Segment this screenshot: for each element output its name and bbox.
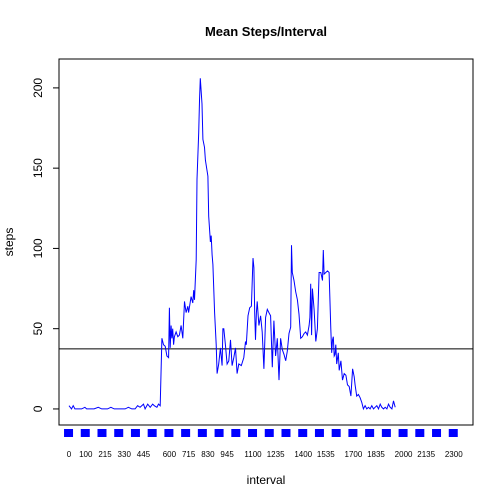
rug-mark xyxy=(281,429,291,437)
rug-mark xyxy=(130,429,140,437)
x-tick-label: 1835 xyxy=(367,450,385,459)
x-axis-title: interval xyxy=(247,473,286,487)
y-axis-title: steps xyxy=(2,228,16,257)
x-tick-label: 715 xyxy=(182,450,196,459)
y-tick-label: 150 xyxy=(31,158,45,178)
y-axis: 0 50 100 150 200 xyxy=(31,78,59,412)
rug-mark xyxy=(64,429,74,437)
x-axis: 0 100 215 330 445 600 715 830 945 1100 1235 1400 153… xyxy=(67,450,463,459)
rug-mark xyxy=(164,429,174,437)
y-tick-label: 100 xyxy=(31,238,45,258)
x-tick-label: 330 xyxy=(118,450,132,459)
x-tick-label: 2135 xyxy=(417,450,435,459)
x-tick-label: 2000 xyxy=(395,450,413,459)
x-tick-label: 1100 xyxy=(244,450,262,459)
y-tick-label: 0 xyxy=(31,405,45,412)
x-tick-label: 1400 xyxy=(294,450,312,459)
rug-mark xyxy=(97,429,107,437)
rug-mark xyxy=(432,429,442,437)
x-tick-label: 1535 xyxy=(317,450,335,459)
rug-mark xyxy=(214,429,224,437)
rug-mark xyxy=(365,429,375,437)
rug-mark xyxy=(314,429,324,437)
y-tick-label: 200 xyxy=(31,78,45,98)
rug-mark xyxy=(231,429,241,437)
chart-title: Mean Steps/Interval xyxy=(205,24,327,39)
rug-mark xyxy=(331,429,341,437)
x-tick-label: 100 xyxy=(79,450,93,459)
rug-mark xyxy=(298,429,308,437)
x-tick-label: 600 xyxy=(163,450,177,459)
x-tick-label: 1700 xyxy=(345,450,363,459)
rug-mark xyxy=(448,429,458,437)
rug-mark xyxy=(147,429,157,437)
rug-mark xyxy=(398,429,408,437)
series-line xyxy=(68,78,396,411)
rug-mark xyxy=(348,429,358,437)
rug-mark xyxy=(181,429,191,437)
rug-mark xyxy=(248,429,258,437)
rug-mark xyxy=(415,429,425,437)
plot-frame xyxy=(58,58,474,426)
x-tick-label: 830 xyxy=(201,450,215,459)
x-tick-label: 2300 xyxy=(445,450,463,459)
rug-mark xyxy=(381,429,391,437)
x-tick-label: 0 xyxy=(67,450,72,459)
rug-mark xyxy=(264,429,274,437)
rug-mark xyxy=(114,429,124,437)
rug-mark xyxy=(80,429,90,437)
y-tick-label: 50 xyxy=(31,322,45,336)
x-tick-label: 445 xyxy=(137,450,151,459)
rug-mark xyxy=(197,429,207,437)
x-tick-label: 215 xyxy=(98,450,112,459)
x-tick-label: 1235 xyxy=(267,450,285,459)
x-tick-label: 945 xyxy=(220,450,234,459)
series-group xyxy=(68,78,396,411)
rug-marks xyxy=(64,429,458,437)
